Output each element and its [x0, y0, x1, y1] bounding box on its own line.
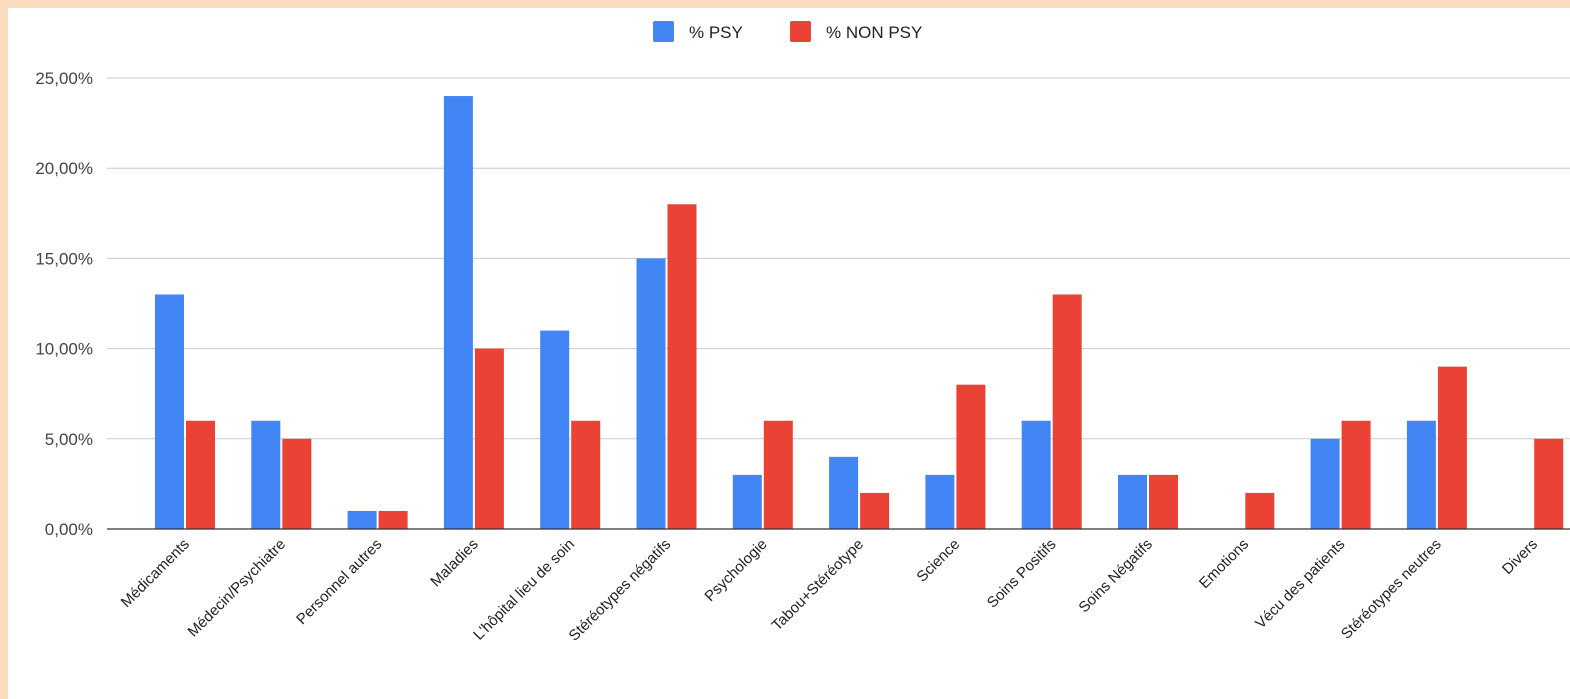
legend-label: % PSY — [689, 23, 743, 42]
category-label: Personnel autres — [293, 536, 385, 628]
legend-swatch — [653, 21, 674, 42]
bar-non-psy — [956, 384, 986, 529]
y-tick-label: 5,00% — [45, 430, 93, 449]
bar-non-psy — [571, 420, 601, 529]
bar-psy — [251, 420, 281, 529]
bar-non-psy — [186, 420, 215, 529]
legend-label: % NON PSY — [826, 23, 922, 42]
category-label: Divers — [1499, 536, 1541, 578]
bar-psy — [1118, 474, 1147, 529]
bar-non-psy — [667, 204, 697, 529]
category-label: Maladies — [427, 536, 481, 590]
chart-panel: 0,00% 5,00% 10,00% 15,00% 20,00% 25,00% Médic… — [8, 8, 1570, 699]
bar-psy — [732, 474, 762, 529]
bar-psy — [925, 474, 955, 529]
bar-psy — [1406, 420, 1436, 529]
gridlines — [107, 77, 1570, 440]
bar-non-psy — [378, 510, 408, 529]
bar-psy — [1310, 438, 1340, 529]
y-tick-label: 15,00% — [35, 249, 93, 268]
legend-swatch — [790, 21, 811, 42]
bar-non-psy — [1534, 438, 1564, 529]
category-label: Stéréotypes négatifs — [566, 536, 675, 645]
bar-psy — [1021, 420, 1051, 529]
category-label: Vécu des patients — [1252, 536, 1348, 632]
category-label: L'hôpital lieu de soin — [470, 536, 578, 644]
category-label: Science — [913, 536, 963, 586]
bar-non-psy — [763, 420, 793, 529]
bar-non-psy — [860, 492, 890, 529]
category-label: Médicaments — [118, 536, 193, 611]
category-label: Soins Positifs — [984, 536, 1060, 612]
y-tick-label: 0,00% — [45, 520, 93, 539]
bar-psy — [636, 258, 666, 529]
category-label: Tabou+Stéréotype — [769, 536, 867, 634]
y-tick-label: 20,00% — [35, 159, 93, 178]
category-label: Psychologie — [701, 536, 770, 605]
category-label: Médecin/Psychiatre — [185, 536, 290, 641]
bar-non-psy — [1149, 474, 1178, 529]
bar-psy — [155, 294, 184, 529]
bar-psy — [347, 510, 377, 529]
category-label: Emotions — [1196, 536, 1252, 592]
category-label: Soins Négatifs — [1075, 536, 1155, 616]
legend-item-psy: % PSY — [653, 21, 743, 42]
bar-non-psy — [282, 438, 312, 529]
y-tick-label: 10,00% — [35, 340, 93, 359]
bar-chart: 0,00% 5,00% 10,00% 15,00% 20,00% 25,00% Médic… — [35, 21, 1570, 645]
bar-psy — [829, 456, 859, 529]
bar-non-psy — [1437, 366, 1467, 529]
legend-item-non-psy: % NON PSY — [790, 21, 922, 42]
bar-non-psy — [1052, 294, 1082, 529]
bars — [155, 96, 1564, 529]
bar-psy — [540, 330, 570, 529]
y-axis-ticks: 0,00% 5,00% 10,00% 15,00% 20,00% 25,00% — [35, 69, 93, 539]
bar-non-psy — [474, 348, 504, 529]
category-label: Stéréotypes neutres — [1338, 536, 1445, 643]
bar-psy — [443, 96, 473, 529]
bar-non-psy — [1245, 492, 1275, 529]
legend: % PSY % NON PSY — [653, 21, 922, 42]
bar-non-psy — [1341, 420, 1371, 529]
y-tick-label: 25,00% — [35, 69, 93, 88]
